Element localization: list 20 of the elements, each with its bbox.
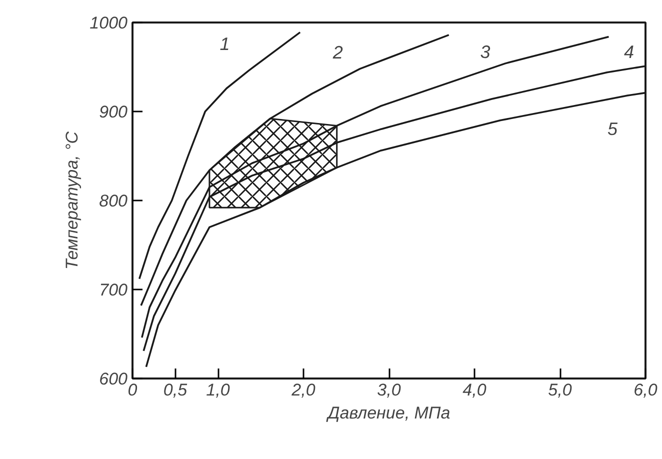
x-tick-label: 3,0 (377, 380, 402, 400)
y-tick-label: 1000 (90, 14, 128, 32)
annotation: 5 (608, 118, 619, 139)
annotation: 4 (624, 42, 634, 62)
x-tick-label: 0 (128, 380, 138, 400)
x-tick-label: 5,0 (548, 380, 572, 400)
x-tick-label: 2,0 (290, 380, 316, 400)
y-tick-label: 800 (99, 192, 128, 210)
x-tick-label: 4,0 (462, 380, 487, 400)
annotation: 3 (480, 42, 490, 62)
y-axis-title: Температура, °C (62, 130, 82, 270)
x-tick-label: 1,0 (206, 380, 230, 400)
annotation: 1 (220, 34, 230, 54)
y-tick-label: 700 (99, 280, 128, 300)
x-tick-label: 0,5 (163, 380, 188, 400)
y-tick-label: 600 (99, 370, 128, 388)
annotation: 2 (332, 42, 343, 62)
x-tick-label: 6,0 (634, 380, 658, 400)
x-axis-title: Давление, МПа (326, 404, 450, 422)
y-tick-label: 900 (99, 102, 128, 122)
